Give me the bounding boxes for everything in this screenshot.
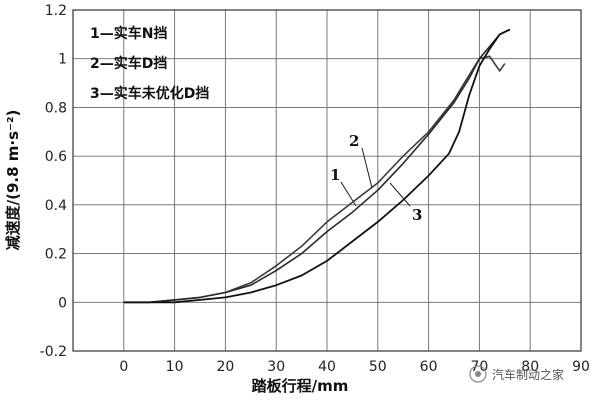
- legend-entry-1: 1—实车N挡: [90, 25, 167, 42]
- legend-entry-2: 2—实车D挡: [90, 55, 167, 72]
- y-tick-label: 0: [58, 295, 67, 311]
- series-lines: [123, 28, 511, 304]
- y-tick-label: 0.4: [45, 198, 67, 214]
- x-tick-label: 40: [318, 359, 336, 375]
- x-tick-label: 50: [369, 359, 387, 375]
- legend: 1—实车N挡 2—实车D挡 3—实车未优化D挡: [90, 25, 209, 102]
- x-tick-label: 60: [420, 359, 438, 375]
- x-axis-title: 踏板行程/mm: [252, 377, 349, 395]
- y-tick-label: 1.2: [45, 3, 67, 19]
- y-axis-title: 减速度/(9.8 m·s⁻²): [4, 110, 22, 251]
- y-tick-label: 0.8: [45, 100, 67, 116]
- x-tick-label: 90: [572, 359, 590, 375]
- watermark-logo-icon: [469, 365, 487, 383]
- x-tick-label: 80: [521, 359, 539, 375]
- annotation-label-3: 3: [412, 206, 422, 224]
- annotation-leader-3: [389, 182, 411, 207]
- y-tick-label: 0.6: [45, 149, 67, 165]
- x-tick-label: 10: [166, 359, 184, 375]
- watermark-logo-dot: [475, 371, 481, 377]
- watermark: 汽车制动之家: [469, 365, 564, 383]
- y-tick-label: -0.2: [40, 344, 67, 360]
- x-tick-label: 20: [216, 359, 234, 375]
- annotation-label-2: 2: [349, 132, 359, 150]
- watermark-text: 汽车制动之家: [492, 367, 564, 382]
- y-tick-label: 1: [58, 52, 67, 68]
- y-tick-labels: -0.2 0 0.2 0.4 0.6 0.8 1 1.2: [40, 3, 67, 360]
- x-tick-label: 70: [470, 359, 488, 375]
- annotation-leader-1: [340, 181, 357, 207]
- plot-frame: [72, 9, 582, 352]
- y-tick-label: 0.2: [45, 247, 67, 263]
- x-tick-label: 30: [267, 359, 285, 375]
- curve-annotations: 1 2 3: [330, 132, 422, 224]
- annotation-label-1: 1: [330, 166, 340, 184]
- series-line-2: [123, 28, 511, 304]
- legend-entry-3: 3—实车未优化D挡: [90, 85, 209, 102]
- annotation-leader-2: [361, 147, 373, 189]
- x-tick-labels: 0 10 20 30 40 50 60 70 80 90: [119, 359, 590, 375]
- x-tick-label: 0: [119, 359, 128, 375]
- series-line-3: [123, 28, 511, 304]
